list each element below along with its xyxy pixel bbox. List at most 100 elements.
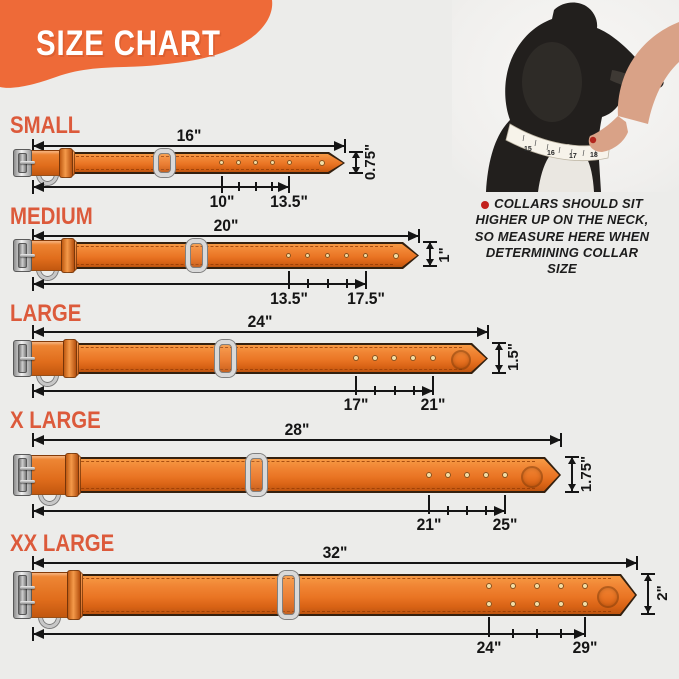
range-end-medium: 17.5": [347, 289, 385, 308]
buckle-icon: [13, 571, 32, 619]
dim-end-tick: [32, 433, 34, 447]
tape-number-18: 18: [590, 152, 598, 159]
adjustment-hole: [558, 583, 564, 589]
length-value-medium: 20": [213, 216, 239, 235]
range-drop-line: [288, 271, 290, 289]
dim-end-tick: [32, 384, 34, 398]
range-start-x-large: 21": [416, 515, 442, 534]
person-arm: [617, 22, 679, 124]
ruler-tick: [327, 279, 329, 288]
embossed-logo: [597, 586, 619, 608]
adjustment-hole: [502, 472, 508, 478]
buckle-slot: [18, 575, 27, 615]
adjustment-hole: [363, 253, 368, 258]
range-dim-line: [33, 633, 585, 635]
ruler-tick: [374, 386, 376, 395]
adjustment-hole: [464, 472, 470, 478]
width-dim-line: [571, 457, 573, 491]
ruler-tick: [413, 386, 415, 395]
range-start-xx-large: 24": [476, 638, 502, 657]
arrowhead-right-icon: [550, 435, 561, 445]
length-value-x-large: 28": [284, 420, 310, 439]
adjustment-hole: [270, 160, 275, 165]
note-line-4: DETERMINING COLLAR: [485, 244, 639, 260]
length-dim-line: [33, 331, 488, 333]
arrowhead-down-icon: [495, 365, 503, 372]
adjustment-hole: [510, 583, 516, 589]
ruler-tick: [485, 506, 487, 515]
banner-blob: [0, 0, 273, 88]
ruler-tick: [307, 279, 309, 288]
keeper-loop: [59, 148, 73, 178]
size-label-x-large: X LARGE: [10, 407, 101, 434]
width-dim-cap: [565, 491, 579, 493]
tape-ticks: [522, 134, 597, 157]
ruler-tick: [560, 629, 562, 638]
buckle-prong: [20, 161, 35, 164]
arrowhead-down-icon: [426, 259, 434, 266]
buckle-icon: [13, 454, 32, 496]
arrowhead-down-icon: [644, 606, 652, 613]
keeper-loop: [67, 570, 81, 620]
range-end-xx-large: 29": [572, 638, 598, 657]
range-drop-line: [288, 176, 290, 193]
range-drop-line: [365, 271, 367, 289]
length-value-small: 16": [176, 126, 202, 145]
adjustment-hole: [344, 253, 349, 258]
tape-number-17: 17: [569, 153, 577, 160]
arrowhead-up-icon: [352, 151, 360, 158]
adjustment-hole: [582, 583, 588, 589]
arrowhead-up-icon: [426, 242, 434, 249]
width-value-xx-large: 2": [654, 585, 671, 601]
person-hand: [588, 116, 628, 152]
adjustment-hole: [372, 355, 378, 361]
dim-end-tick: [560, 433, 562, 447]
note-line-3: SO MEASURE HERE WHEN: [474, 228, 650, 244]
arrowhead-right-icon: [626, 558, 637, 568]
adjustment-hole: [445, 472, 451, 478]
range-drop-line: [488, 617, 490, 637]
collar-illustration-large: [13, 339, 488, 386]
buckle-prong: [20, 480, 35, 483]
collar-strap: [13, 244, 417, 267]
width-dim-cap: [641, 613, 655, 615]
arrowhead-left-icon: [33, 506, 44, 516]
note-line-2: HIGHER UP ON THE NECK,: [475, 212, 649, 228]
length-dim-line: [33, 562, 637, 564]
range-drop-line: [584, 617, 586, 637]
bullet-dot-icon: [481, 200, 490, 209]
width-value-large: 1.5": [505, 343, 522, 371]
ruler-tick: [536, 629, 538, 638]
buckle-slot: [18, 458, 27, 492]
arrowhead-right-icon: [408, 231, 419, 241]
d-ring-icon: [154, 149, 175, 177]
dim-end-tick: [32, 504, 34, 518]
stitching: [21, 246, 393, 265]
dim-end-tick: [32, 139, 34, 153]
range-drop-line: [355, 376, 357, 395]
adjustment-hole: [426, 472, 432, 478]
ruler-tick: [512, 629, 514, 638]
dog-fur-highlight: [522, 42, 582, 122]
ruler-tick: [394, 386, 396, 395]
adjustment-hole: [486, 601, 492, 607]
width-value-medium: 1": [436, 247, 453, 263]
size-label-medium: MEDIUM: [10, 203, 93, 230]
width-value-small: 0.75": [362, 143, 379, 181]
d-ring-icon: [215, 340, 236, 377]
range-drop-line: [504, 495, 506, 514]
range-start-medium: 13.5": [270, 289, 308, 308]
arrowhead-left-icon: [33, 231, 44, 241]
adjustment-hole: [287, 160, 292, 165]
adjustment-hole: [286, 253, 291, 258]
arrowhead-down-icon: [568, 484, 576, 491]
adjustment-hole: [353, 355, 359, 361]
width-dim-cap: [423, 265, 437, 267]
size-label-xx-large: XX LARGE: [10, 530, 115, 557]
arrowhead-left-icon: [33, 629, 44, 639]
range-dim-line: [33, 390, 433, 392]
dim-end-tick: [32, 325, 34, 339]
dog-photo: 15 16 17 18: [452, 0, 679, 192]
arrowhead-left-icon: [33, 435, 44, 445]
